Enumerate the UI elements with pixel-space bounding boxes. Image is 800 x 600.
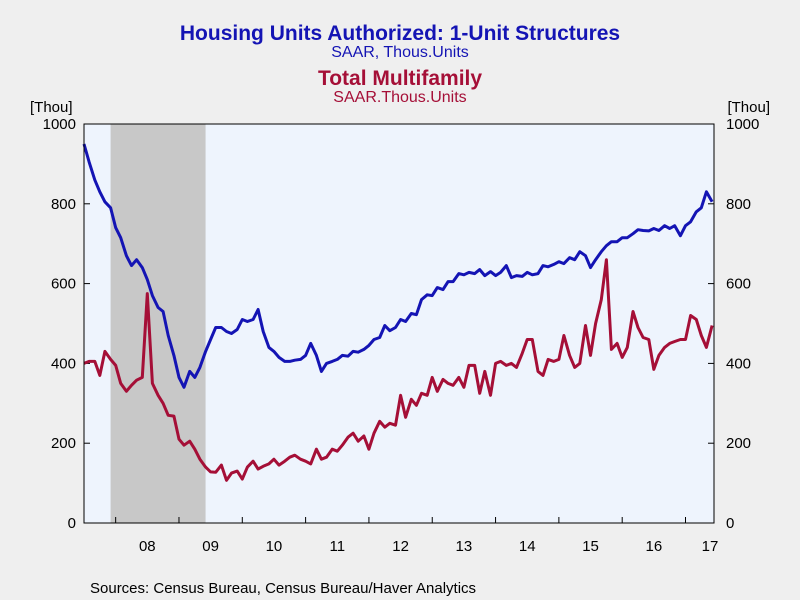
y-tick-label-right: 600 [726,276,751,293]
x-tick-label: 17 [702,538,719,555]
x-tick-label: 09 [202,538,219,555]
axes: 0 0 200 200 400 400 600 600 800 800 1000 1000 08 09 10… [43,116,760,555]
x-tick-label: 13 [456,538,473,555]
y-tick-label-left: 1000 [43,116,76,133]
series2-subtitle: SAAR.Thous.Units [333,89,466,106]
series2-title: Total Multifamily [318,67,482,90]
y-tick-label-right: 800 [726,196,751,213]
y-tick-label-left: 600 [51,276,76,293]
plot-frame [83,123,715,524]
x-tick-label: 11 [329,538,345,555]
y-tick-label-left: 400 [51,355,76,372]
y-tick-label-right: 400 [726,355,751,372]
recession-band [110,124,206,523]
chart-subtitle: SAAR, Thous.Units [331,44,469,61]
series-lines [82,143,714,482]
y-tick-label-left: 800 [51,196,76,213]
source-note: Sources: Census Bureau, Census Bureau/Ha… [90,580,476,597]
x-tick-label: 12 [392,538,409,555]
y-tick-label-right: 200 [726,435,751,452]
y-unit-right: [Thou] [727,99,770,116]
y-tick-label-right: 0 [726,515,734,532]
y-tick-label-left: 0 [68,515,76,532]
series-line-1-unit-structures [82,143,714,389]
x-tick-label: 15 [582,538,599,555]
y-tick-label-right: 1000 [726,116,759,133]
y-unit-left: [Thou] [30,99,73,116]
series-line-total-multifamily [83,258,714,482]
x-tick-label: 08 [139,538,156,555]
y-tick-label-left: 200 [51,435,76,452]
x-tick-label: 16 [646,538,663,555]
x-tick-label: 10 [266,538,283,555]
chart-title: Housing Units Authorized: 1-Unit Structu… [180,22,620,45]
x-tick-label: 14 [519,538,536,555]
